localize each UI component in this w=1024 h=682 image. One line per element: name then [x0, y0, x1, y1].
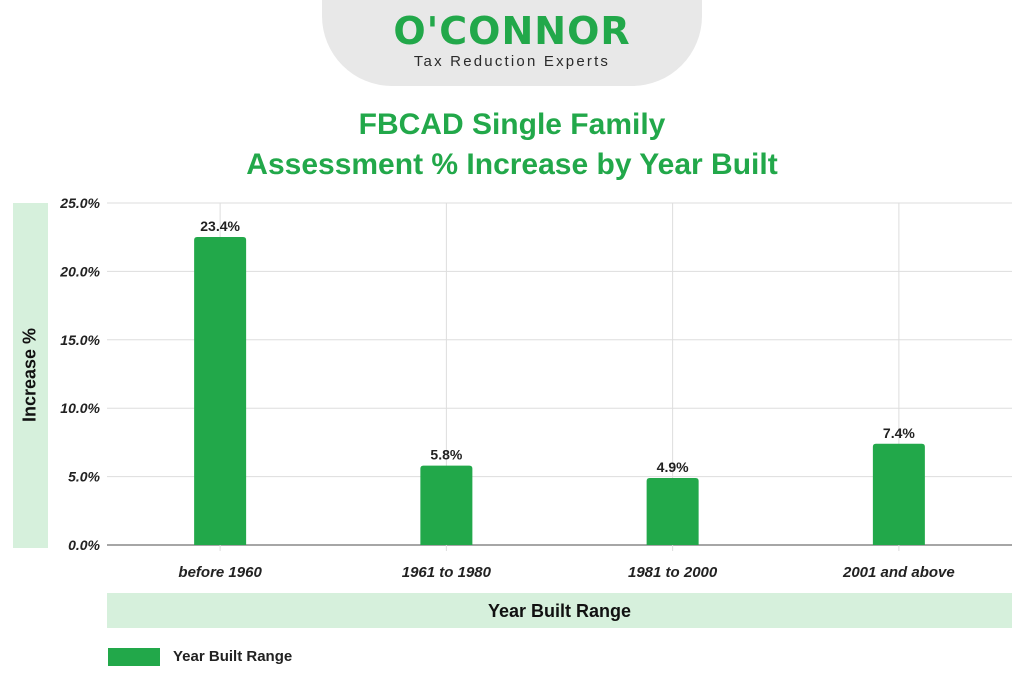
- y-tick-label: 15.0%: [60, 332, 100, 348]
- x-axis-label-band: Year Built Range: [107, 593, 1012, 628]
- bar: [646, 477, 699, 545]
- x-axis-label: Year Built Range: [487, 601, 632, 621]
- category-label: before 1960: [178, 564, 262, 581]
- legend-swatch: [108, 648, 160, 666]
- bar: [194, 237, 247, 545]
- y-tick-label: 25.0%: [59, 195, 100, 211]
- y-tick-label: 0.0%: [68, 537, 100, 553]
- y-tick-label: 5.0%: [68, 469, 100, 485]
- logo-wordmark: O'CONNOR: [393, 9, 631, 53]
- data-label: 7.4%: [883, 425, 915, 441]
- data-label: 4.9%: [657, 459, 689, 475]
- category-label: 1981 to 2000: [628, 564, 718, 581]
- category-label: 1961 to 1980: [402, 564, 492, 581]
- category-label: 2001 and above: [842, 564, 955, 581]
- bar: [420, 465, 473, 545]
- data-label: 5.8%: [430, 447, 462, 463]
- y-tick-label: 20.0%: [59, 263, 100, 279]
- logo-tab: O'CONNOR Tax Reduction Experts: [322, 0, 702, 86]
- bar: [872, 443, 925, 545]
- chart-title-line-2: Assessment % Increase by Year Built: [246, 148, 778, 181]
- data-label: 23.4%: [200, 218, 240, 234]
- legend-label: Year Built Range: [173, 648, 293, 665]
- y-tick-label: 10.0%: [60, 400, 100, 416]
- chart-title-line-1: FBCAD Single Family: [358, 108, 666, 141]
- logo-tagline: Tax Reduction Experts: [413, 53, 611, 70]
- y-axis-label-band: [13, 203, 48, 548]
